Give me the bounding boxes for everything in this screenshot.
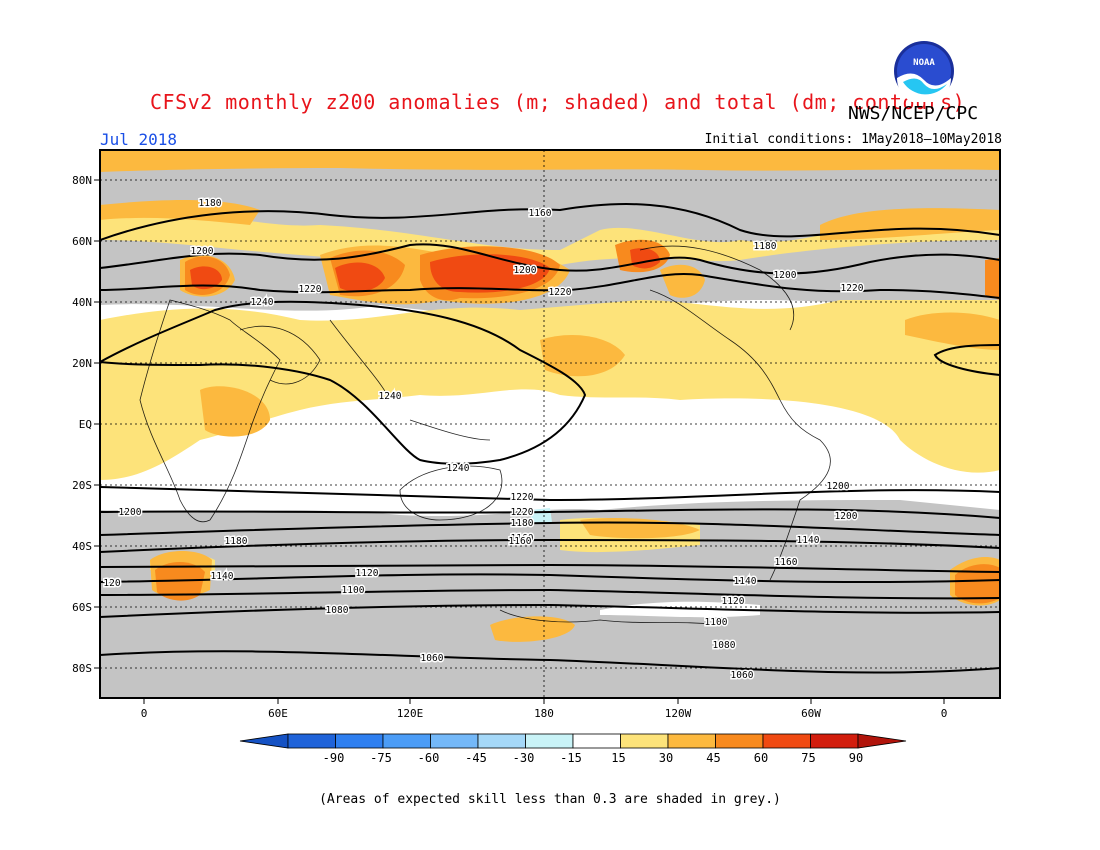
contour-lines [100, 203, 1000, 674]
colorbar-swatch [762, 733, 811, 749]
agency-label: NWS/NCEP/CPC [848, 103, 979, 124]
colorbar-swatch [620, 733, 669, 749]
contour-label: 1160 [775, 557, 798, 568]
colorbar-swatch [287, 733, 336, 749]
contour-label: 1240 [379, 391, 402, 402]
colorbar-swatch [525, 733, 574, 749]
colorbar-label: -60 [418, 751, 440, 765]
lat-tick-label: 60N [72, 235, 92, 248]
lon-tick-label: 0 [941, 707, 948, 720]
initial-conditions: Initial conditions: 1May2018–10May2018 [704, 132, 1002, 147]
noaa-logo: NOAA [894, 41, 954, 102]
contour-label: 1200 [827, 481, 850, 492]
contour-label: 1180 [511, 518, 534, 529]
lon-tick-label: 180 [534, 707, 554, 720]
contour-label: 1200 [191, 246, 214, 257]
longitude-axis: 0 60E 120E 180 120W 60W 0 [141, 698, 948, 720]
contour-label: 1220 [549, 287, 572, 298]
contour-label: 1240 [447, 463, 470, 474]
contour-label: 1120 [722, 596, 745, 607]
colorbar-label: -90 [323, 751, 345, 765]
lon-tick-label: 120E [397, 707, 424, 720]
contour-label: 1160 [509, 536, 532, 547]
colorbar-right-arrow [857, 733, 907, 749]
contour-label: 1160 [511, 533, 534, 544]
colorbar-label: -75 [370, 751, 392, 765]
contour-label: 1080 [326, 605, 349, 616]
contour-label: 1220 [511, 507, 534, 518]
colorbar-swatch [430, 733, 479, 749]
contour-label: 1180 [754, 241, 777, 252]
colorbar-swatch [382, 733, 431, 749]
lat-tick-label: 20N [72, 357, 92, 370]
latitude-axis: 80N 60N 40N 20N EQ 20S 40S 60S 80S [72, 174, 100, 675]
contour-label: 1140 [734, 576, 757, 587]
contour-label: 1200 [119, 507, 142, 518]
colorbar-label: 75 [801, 751, 815, 765]
contour-label: 1220 [841, 283, 864, 294]
colorbar-label: -15 [560, 751, 582, 765]
contour-label: 1180 [225, 536, 248, 547]
lon-tick-label: 60W [801, 707, 821, 720]
contour-label: 1180 [199, 198, 222, 209]
colorbar-swatch [715, 733, 764, 749]
contour-label: 120 [103, 578, 120, 589]
contour-label: 1240 [251, 297, 274, 308]
contour-label: 1160 [529, 208, 552, 219]
grid-lines [100, 150, 1000, 698]
map-title: CFSv2 monthly z200 anomalies (m; shaded)… [150, 90, 966, 114]
colorbar-label: 60 [754, 751, 768, 765]
contour-label: 1220 [511, 492, 534, 503]
colorbar-swatch [667, 733, 716, 749]
lon-tick-label: 0 [141, 707, 148, 720]
contour-label: 1220 [299, 284, 322, 295]
contour-label: 1140 [211, 571, 234, 582]
contour-label: 1120 [356, 568, 379, 579]
contour-label: 1100 [705, 617, 728, 628]
colorbar-label: -30 [513, 751, 535, 765]
lon-tick-label: 60E [268, 707, 288, 720]
colorbar-label: -45 [465, 751, 487, 765]
colorbar-swatch [572, 733, 621, 749]
lat-tick-label: 40N [72, 296, 92, 309]
lat-tick-label: 20S [72, 479, 92, 492]
lon-tick-label: 120W [665, 707, 692, 720]
contour-label: 1100 [342, 585, 365, 596]
contour-labels: 1180 1160 1180 1200 1200 1220 1200 1220 1240 1220… [102, 197, 865, 683]
coastlines [139, 245, 831, 626]
contour-label: 1200 [774, 270, 797, 281]
contour-label: 1080 [713, 640, 736, 651]
colorbar-label: 90 [849, 751, 863, 765]
colorbar-swatch [477, 733, 526, 749]
lat-tick-label: 60S [72, 601, 92, 614]
contour-label: 1060 [731, 670, 754, 681]
colorbar-swatch [335, 733, 384, 749]
colorbar-label: 45 [706, 751, 720, 765]
contour-label: 1140 [797, 535, 820, 546]
contour-label: 1200 [514, 265, 537, 276]
colorbar-swatch [810, 733, 859, 749]
colorbar-label: 30 [659, 751, 673, 765]
lat-tick-label: 80S [72, 662, 92, 675]
contour-label: 1060 [421, 653, 444, 664]
skill-footnote: (Areas of expected skill less than 0.3 a… [319, 792, 781, 807]
lat-tick-label: 40S [72, 540, 92, 553]
lat-tick-label: EQ [79, 418, 92, 431]
lat-tick-label: 80N [72, 174, 92, 187]
colorbar-label: 15 [611, 751, 625, 765]
svg-text:NOAA: NOAA [913, 58, 935, 68]
contour-label: 1200 [835, 511, 858, 522]
colorbar-left-arrow [239, 733, 289, 749]
valid-month: Jul 2018 [100, 130, 178, 149]
